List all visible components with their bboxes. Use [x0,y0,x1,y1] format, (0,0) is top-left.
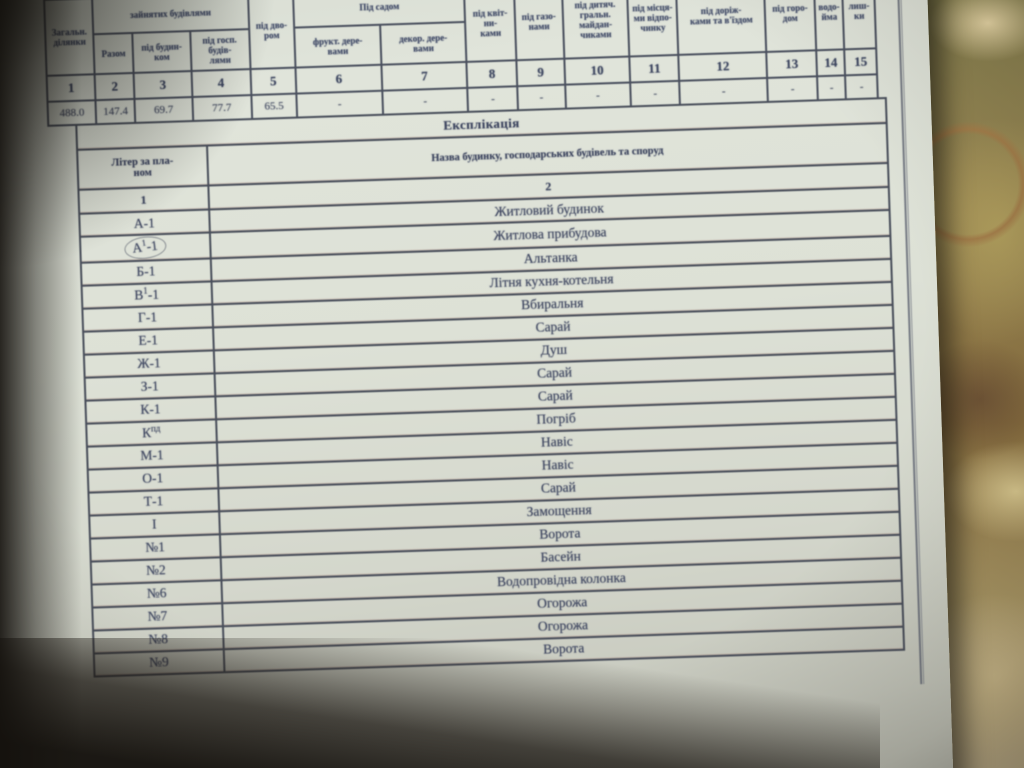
letter-column-header: Літер за пла- ном [77,145,208,190]
col-number-3: 3 [133,71,192,99]
col-number-1: 1 [46,74,96,102]
col-value-10: - [564,82,632,109]
col-value-9: - [517,84,566,111]
col-header-11: під місця- ми відпо- чинку [626,0,679,57]
col-header-15: лиш- ки [842,0,877,50]
col-number-4: 4 [191,69,251,98]
col-number-5: 5 [250,67,297,96]
col-value-13: - [767,76,818,102]
paper-content: Загальн. ділянки зайнятих будівлями під дв… [44,0,926,685]
col-header-8: під квіт- ни- ками [464,0,517,62]
col-header-7: декор. дере- вами [379,21,467,65]
paper-sheet: Загальн. ділянки зайнятих будівлями під дв… [0,0,955,768]
col-value-2: 147.4 [95,98,136,125]
col-value-14: - [817,75,847,101]
col-number-8: 8 [466,60,518,88]
col-header-4: під госп. будів- лями [189,29,251,72]
col-value-15: - [845,74,878,100]
col-header-5: під дво- ром [247,0,296,70]
col-value-8: - [467,86,519,112]
col-number-2: 2 [94,72,135,101]
col-header-2: Разом [93,32,134,75]
explication-table: Експлікація Літер за пла- ном Назва буди… [75,97,905,677]
col-number-9: 9 [516,58,565,87]
col-header-1: Загальн. ділянки [44,0,95,76]
col-header-3: під будин- ком [132,31,192,73]
col-header-14: водо- йма [813,0,845,51]
letter-cell: №9 [93,648,225,677]
col-header-12: під доріж- ками та в'їздом [675,0,767,55]
col-header-13: під горо- дом [763,0,817,52]
col-number-7: 7 [381,61,468,91]
col-number-6: 6 [295,64,383,94]
col-number-14: 14 [816,49,846,77]
col-header-10: під дитяч. гральн. майдан- чиками [561,0,630,59]
col-value-1: 488.0 [47,100,97,126]
col-number-13: 13 [766,50,818,78]
col-number-11: 11 [629,54,680,83]
col-value-5: 65.5 [250,93,298,120]
col-value-3: 69.7 [134,97,193,123]
col-header-9: під газо- нами [514,0,564,61]
col-value-11: - [630,80,681,107]
col-value-4: 77.7 [191,95,252,122]
col-number-12: 12 [678,51,768,81]
col-number-15: 15 [844,48,878,76]
col-number-10: 10 [563,56,631,85]
col-header-6: фрукт. дере- вами [294,24,382,68]
handwritten-circle-mark: А1-1 [123,234,168,261]
